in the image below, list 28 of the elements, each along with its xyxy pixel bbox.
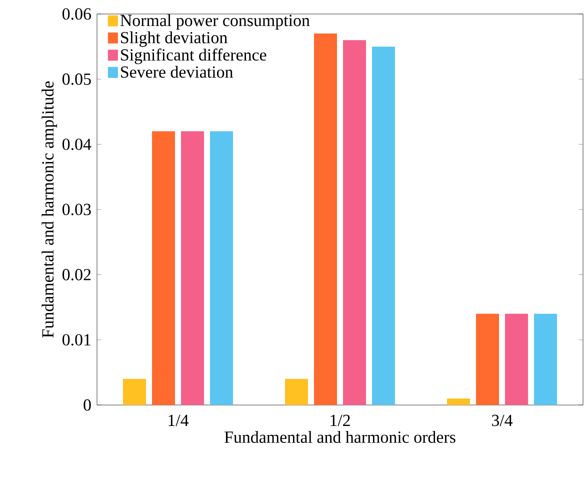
bar <box>343 40 366 405</box>
bar <box>314 34 338 405</box>
y-tick-label: 0.02 <box>62 268 91 280</box>
y-axis-title: Fundamental and harmonic amplitude <box>42 81 58 338</box>
y-tick-label: 0 <box>84 399 91 411</box>
x-tick-label: 3/4 <box>492 414 513 426</box>
bar <box>181 131 204 405</box>
bar <box>534 314 558 405</box>
legend-label: Significant difference <box>121 48 266 64</box>
y-tick-label: 0.04 <box>62 138 92 150</box>
legend-label: Severe deviation <box>121 66 234 78</box>
x-tick-label: 1/2 <box>330 414 350 426</box>
bar <box>285 378 308 405</box>
y-tick-label: 0.03 <box>62 204 91 216</box>
bar <box>505 314 528 405</box>
y-tick-label: 0.05 <box>62 73 91 85</box>
bar <box>372 46 396 405</box>
bar <box>210 131 234 405</box>
y-tick-label: 0.06 <box>62 8 91 20</box>
bar <box>447 398 470 405</box>
bar <box>476 314 500 405</box>
bar <box>152 131 175 405</box>
x-tick-label: 1/4 <box>168 414 189 426</box>
bar <box>123 378 146 405</box>
legend-label: Normal power consumption <box>120 14 310 30</box>
legend-label: Slight deviation <box>121 31 228 47</box>
x-axis-title: Fundamental and harmonic orders <box>224 430 456 443</box>
y-tick-label: 0.01 <box>62 334 90 346</box>
